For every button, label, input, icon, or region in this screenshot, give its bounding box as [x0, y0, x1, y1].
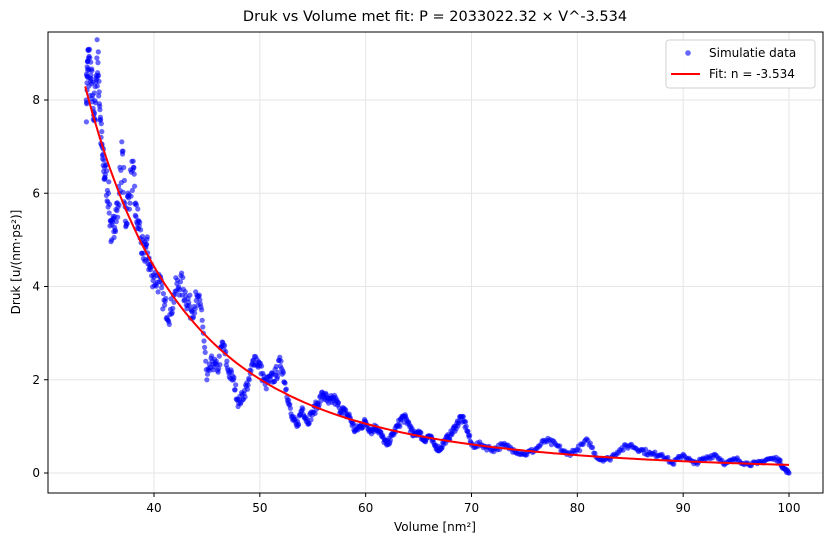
y-axis-ticks: 0 2 4 6 8: [32, 93, 48, 480]
scatter-points: [83, 37, 792, 476]
fit-line: [84, 86, 790, 466]
y-tick-label: 4: [32, 280, 40, 294]
x-tick-label: 40: [146, 501, 161, 515]
x-tick-label: 90: [676, 501, 691, 515]
x-tick-label: 100: [778, 501, 801, 515]
x-tick-label: 60: [358, 501, 373, 515]
legend-label-data: Simulatie data: [709, 46, 796, 60]
y-tick-label: 8: [32, 93, 40, 107]
y-tick-label: 6: [32, 186, 40, 200]
legend-label-fit: Fit: n = -3.534: [709, 67, 795, 81]
x-tick-label: 50: [252, 501, 267, 515]
x-tick-label: 80: [570, 501, 585, 515]
grid-lines: [48, 32, 823, 493]
x-axis-ticks: 40 50 60 70 80 90 100: [146, 493, 800, 515]
legend-marker-icon: [685, 50, 691, 56]
x-tick-label: 70: [464, 501, 479, 515]
legend: Simulatie data Fit: n = -3.534: [665, 39, 816, 89]
chart-title: Druk vs Volume met fit: P = 2033022.32 ×…: [243, 9, 627, 25]
plot-frame: [47, 31, 824, 494]
legend-box: [665, 39, 816, 89]
y-tick-label: 2: [32, 373, 40, 387]
y-axis-label: Druk [u/(nm·ps²)]: [9, 210, 23, 315]
x-axis-label: Volume [nm²]: [394, 520, 476, 534]
y-tick-label: 0: [32, 466, 40, 480]
